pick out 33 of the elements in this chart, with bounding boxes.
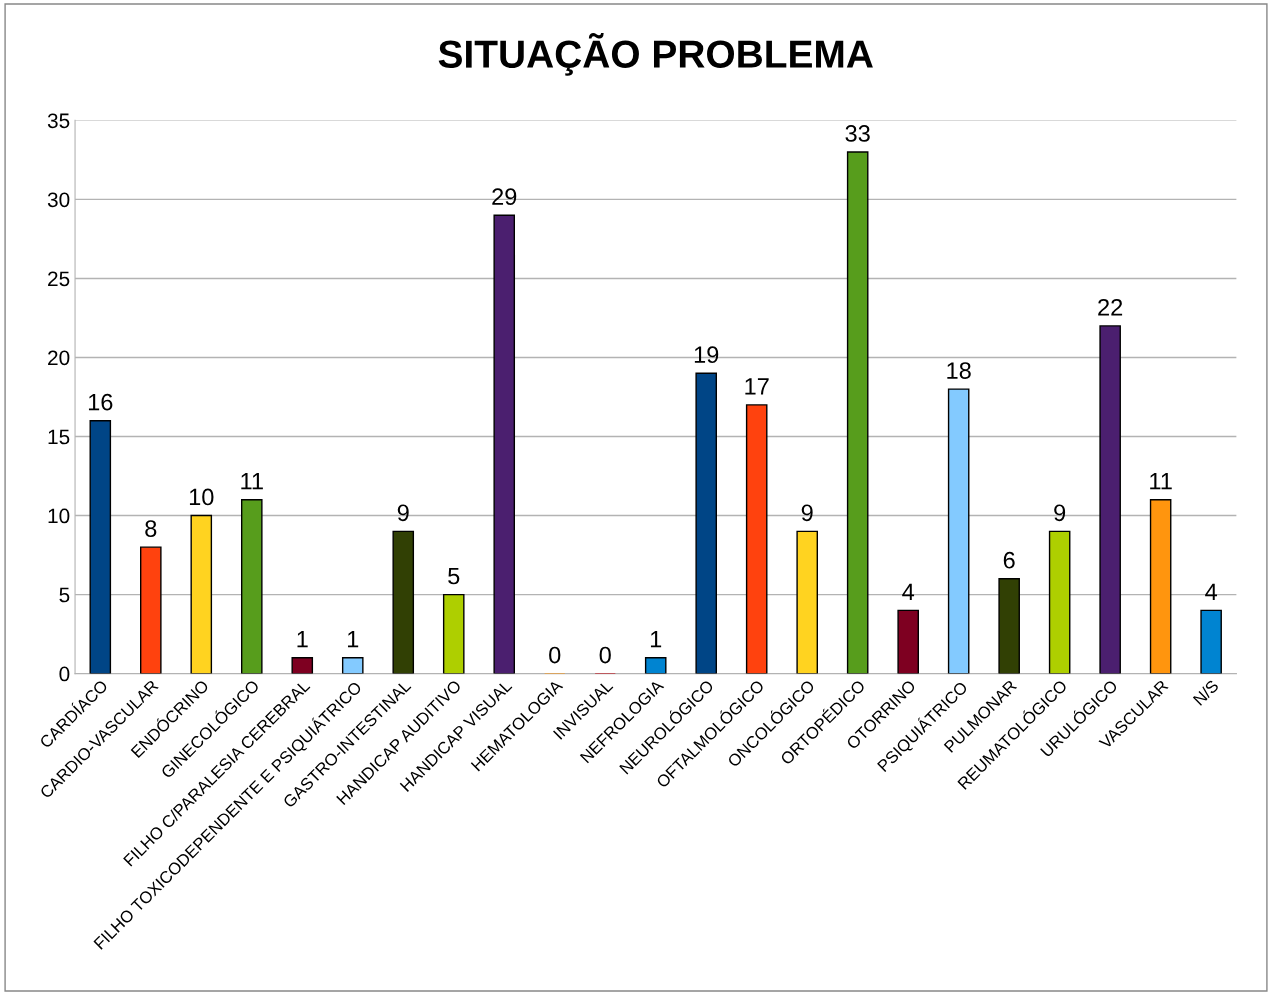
data-label: 0 [549, 646, 561, 664]
data-label: 5 [448, 567, 460, 585]
data-label: 8 [145, 520, 157, 537]
data-label: 18 [947, 362, 971, 379]
data-label: 6 [1003, 551, 1015, 569]
data-label: 9 [1054, 504, 1066, 522]
y-tick-label: 20 [48, 350, 70, 366]
data-label: 33 [845, 125, 870, 142]
data-label: 4 [902, 583, 915, 600]
y-tick-label: 35 [47, 113, 70, 129]
y-tick-label: 30 [47, 192, 70, 208]
data-label: 19 [694, 346, 719, 364]
data-label: 1 [347, 631, 359, 648]
chart-title: SITUAÇÃO PROBLEMA [438, 33, 873, 76]
x-tick-label: N/S [1192, 679, 1220, 706]
data-label: 16 [88, 393, 113, 411]
data-label: 9 [397, 504, 409, 522]
data-label: 4 [1205, 583, 1218, 600]
data-label: 22 [1098, 298, 1123, 316]
data-label: 9 [801, 504, 813, 522]
data-label: 10 [189, 488, 214, 506]
y-tick-label: 5 [59, 587, 70, 603]
data-label: 29 [492, 188, 517, 206]
data-label: 17 [745, 378, 769, 395]
data-label: 11 [1150, 473, 1172, 490]
y-tick-label: 0 [59, 666, 70, 682]
y-tick-label: 10 [48, 508, 70, 524]
y-tick-label: 15 [48, 429, 70, 445]
data-label: 1 [650, 631, 662, 648]
y-tick-label: 25 [48, 271, 70, 287]
data-label: 1 [297, 631, 308, 648]
data-label: 0 [599, 646, 611, 664]
data-label: 11 [241, 473, 263, 490]
